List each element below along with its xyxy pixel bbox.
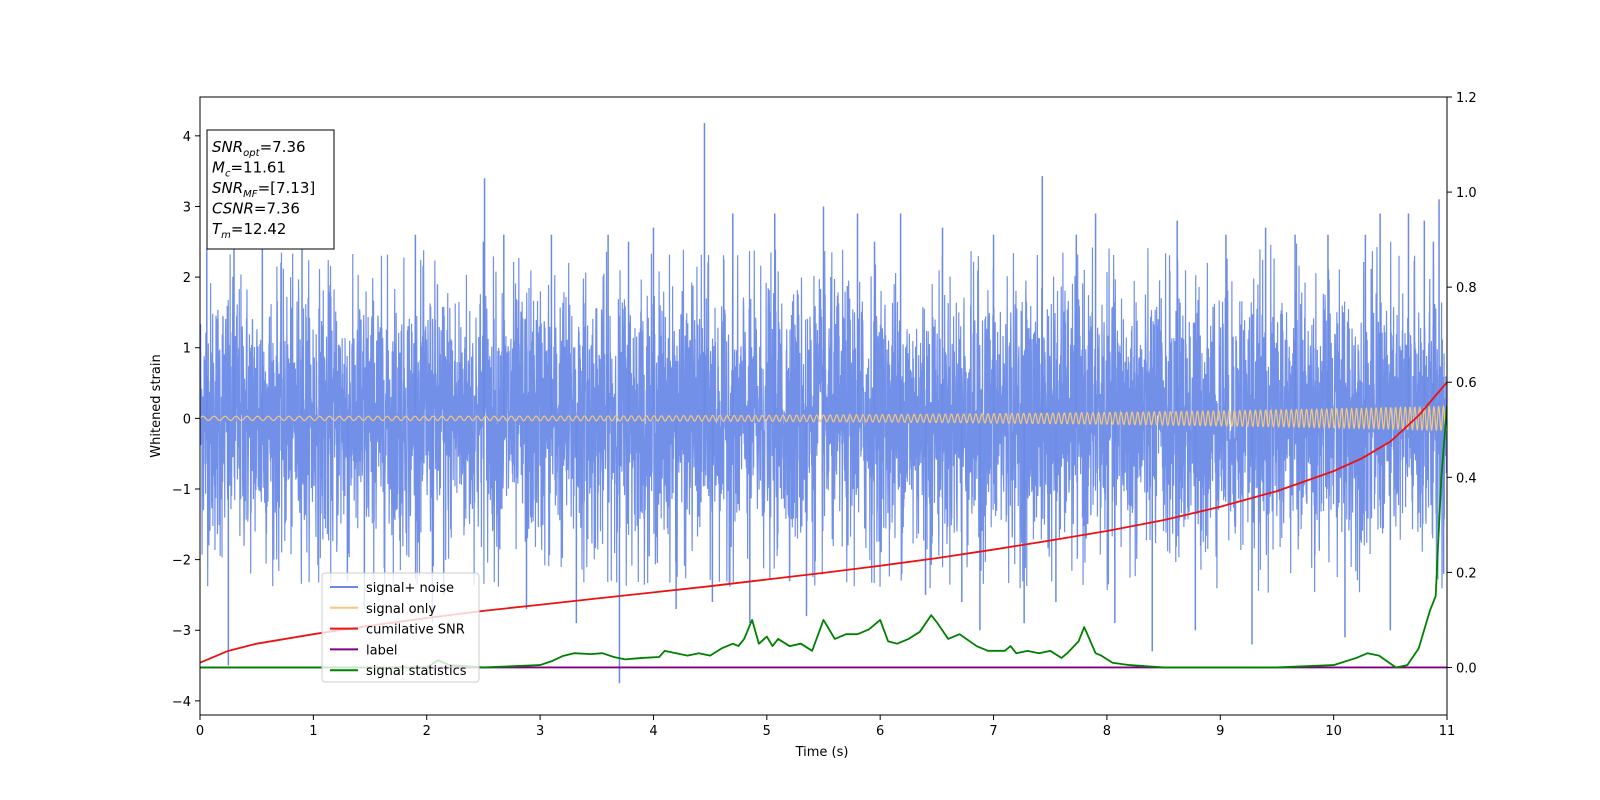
annotation-text: SNRopt=7.36 Mc=11.61 SNRMF=[7.13] CSNR=7.36…: [212, 138, 315, 241]
x-tick-label: 8: [1103, 724, 1111, 739]
series-signal-only: [200, 405, 1447, 432]
y-tick-label: −1: [172, 483, 191, 498]
y-tick-label: 4: [183, 130, 191, 145]
y2-tick-label: 0.0: [1456, 661, 1477, 676]
y2-tick-label: 1.0: [1456, 186, 1477, 201]
svg-text:label: label: [366, 643, 397, 658]
x-tick-label: 7: [989, 724, 997, 739]
y2-tick-label: 0.6: [1456, 376, 1477, 391]
y2-tick-label: 1.2: [1456, 91, 1477, 106]
legend-item: signal only: [330, 602, 436, 617]
y-tick-label: 0: [183, 412, 191, 427]
legend-item: cumilative SNR: [330, 623, 465, 638]
annotation-box: SNRopt=7.36 Mc=11.61 SNRMF=[7.13] CSNR=7.36…: [206, 129, 335, 250]
x-tick-label: 6: [876, 724, 884, 739]
x-tick-label: 5: [763, 724, 771, 739]
x-tick-label: 1: [309, 724, 317, 739]
series-signal-statistics: [200, 405, 1447, 669]
svg-text:cumilative SNR: cumilative SNR: [366, 623, 465, 638]
y2-tick-label: 0.2: [1456, 566, 1477, 581]
y-tick-label: 1: [183, 342, 191, 357]
y-tick-label: 2: [183, 271, 191, 286]
x-tick-label: 2: [423, 724, 431, 739]
x-tick-label: 3: [536, 724, 544, 739]
svg-text:signal only: signal only: [366, 602, 436, 617]
y2-tick-label: 0.4: [1456, 471, 1477, 486]
x-tick-label: 4: [649, 724, 657, 739]
y2-tick-label: 0.8: [1456, 281, 1477, 296]
legend-item: signal statistics: [330, 664, 467, 679]
y-tick-label: −4: [172, 695, 191, 710]
y-tick-label: −2: [172, 554, 191, 569]
x-tick-label: 10: [1325, 724, 1342, 739]
legend: signal+ noise signal only cumilative SNR la…: [321, 572, 480, 683]
x-tick-label: 0: [196, 724, 204, 739]
legend-item: label: [330, 643, 397, 658]
x-tick-label: 9: [1216, 724, 1224, 739]
y-tick-label: 3: [183, 200, 191, 215]
x-tick-label: 11: [1439, 724, 1456, 739]
legend-item: signal+ noise: [330, 581, 454, 596]
y-tick-label: −3: [172, 624, 191, 639]
y-axis-label: Whitened strain: [149, 354, 164, 457]
x-axis-label: Time (s): [795, 745, 849, 760]
svg-text:signal+ noise: signal+ noise: [366, 581, 454, 596]
axes: 0 1 2 3 4 5 6 7 8 9 10 1143210−1−2−3−41.21.00.80.60…: [172, 91, 1477, 739]
svg-text:signal statistics: signal statistics: [366, 664, 467, 679]
plot-frame: [199, 96, 1448, 716]
